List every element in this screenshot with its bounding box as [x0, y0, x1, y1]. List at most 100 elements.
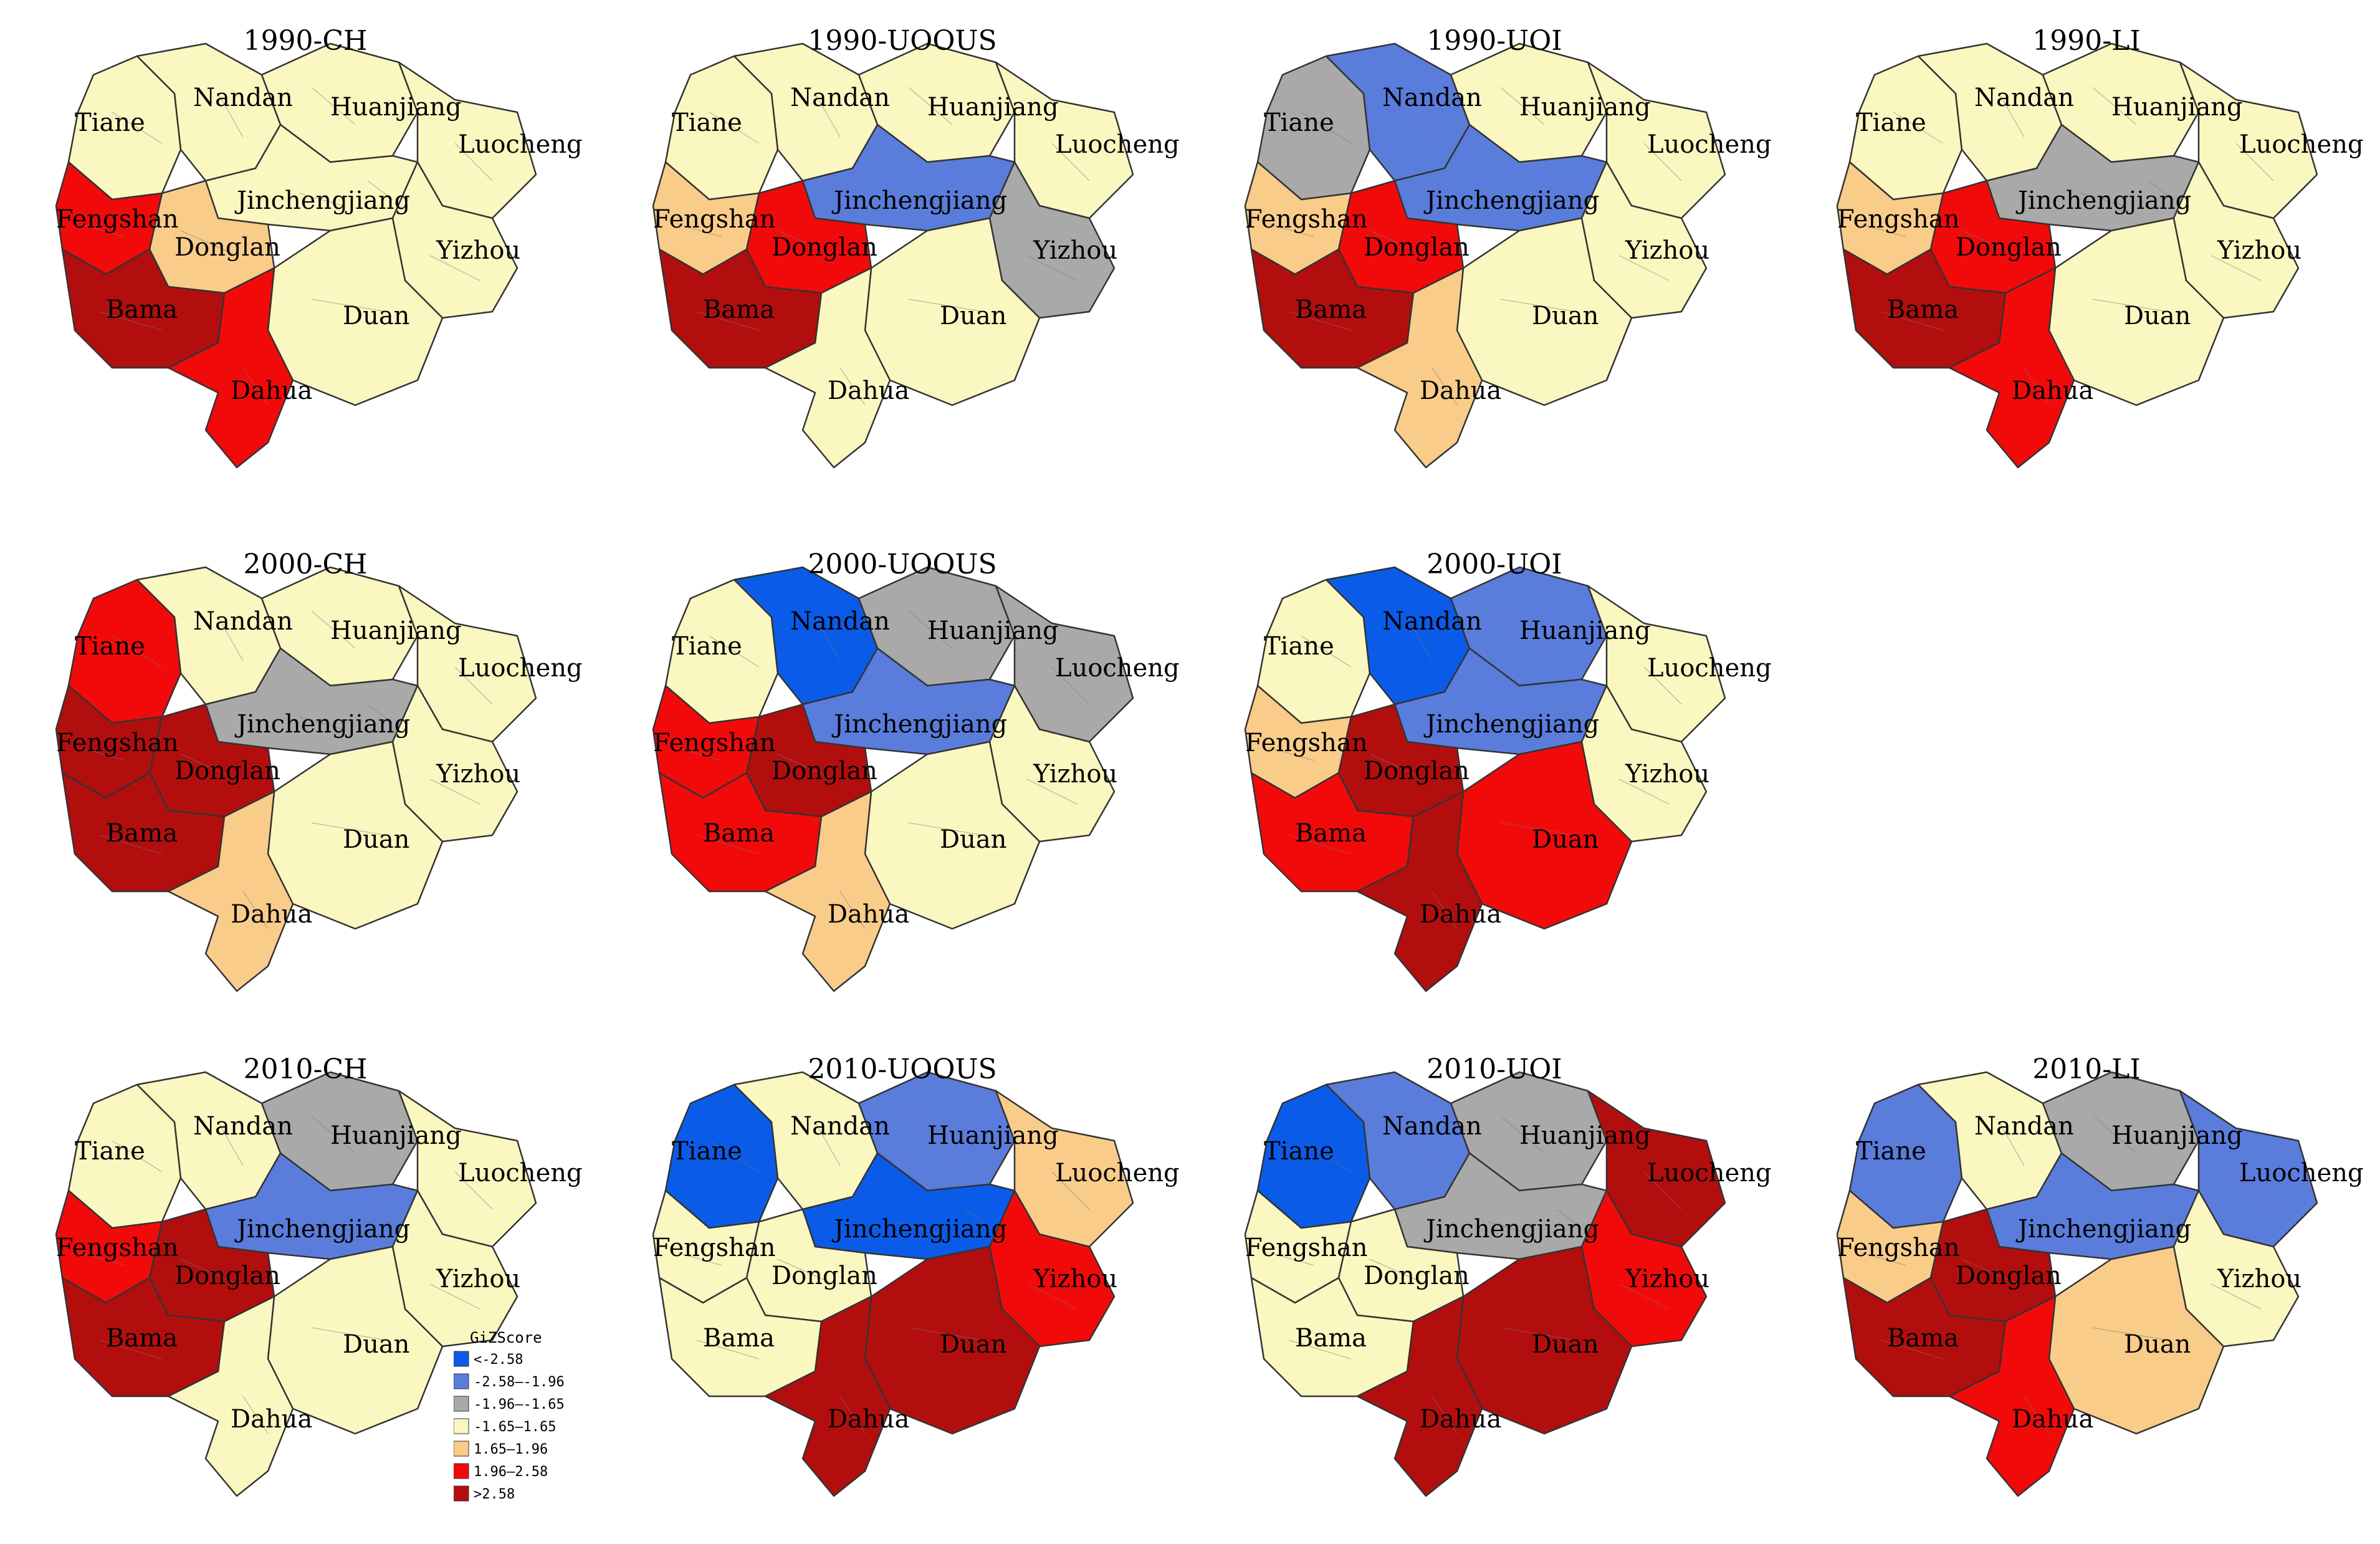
county-label-bama: Bama	[106, 819, 178, 848]
panel-title: 1990-UOOUS	[808, 25, 996, 57]
county-region-dahua	[764, 1295, 891, 1497]
county-label-tiane: Tiane	[1264, 1137, 1334, 1166]
county-label-dahua: Dahua	[1420, 1405, 1501, 1434]
county-label-donglan: Donglan	[772, 233, 877, 262]
county-label-huanjiang: Huanjiang	[927, 93, 1059, 122]
county-label-huanjiang: Huanjiang	[2111, 93, 2243, 122]
county-region-dahua	[1948, 267, 2075, 469]
county-label-nandan: Nandan	[1974, 84, 2074, 112]
map-svg: Tiane Nandan Huanjiang Luocheng Jinchengjian…	[652, 549, 1180, 992]
panel-title: 2010-CH	[244, 1053, 368, 1085]
county-region-dahua	[1356, 1295, 1483, 1497]
county-label-duan: Duan	[343, 1330, 409, 1359]
county-label-dahua: Dahua	[828, 1405, 909, 1434]
county-label-fengshan: Fengshan	[56, 729, 179, 757]
panel-title: 2000-UOI	[1427, 549, 1562, 580]
map-svg: Tiane Nandan Huanjiang Luocheng Jinchengjian…	[652, 25, 1180, 469]
county-label-luocheng: Luocheng	[2239, 1159, 2364, 1187]
county-region-dahua	[167, 1295, 294, 1497]
county-label-yizhou: Yizhou	[436, 760, 520, 789]
map-svg: Tiane Nandan Huanjiang Luocheng Jinchengjian…	[55, 25, 583, 469]
county-label-duan: Duan	[940, 302, 1006, 330]
county-label-duan: Duan	[2124, 302, 2191, 330]
legend-label: -1.65—1.65	[474, 1419, 556, 1435]
legend-swatch	[453, 1373, 469, 1389]
map-svg: Tiane Nandan Huanjiang Luocheng Jinchengjian…	[55, 549, 583, 992]
legend-swatch	[453, 1396, 469, 1412]
map-panel-2000-uoi: Tiane Nandan Huanjiang Luocheng Jinchengjian…	[1195, 536, 1794, 1035]
county-label-luocheng: Luocheng	[458, 130, 583, 159]
county-label-huanjiang: Huanjiang	[1519, 93, 1651, 122]
county-region-dahua	[167, 790, 294, 992]
map-svg: Tiane Nandan Huanjiang Luocheng Jinchengjian…	[55, 1053, 583, 1497]
legend-label: -2.58—-1.96	[474, 1374, 565, 1390]
county-label-donglan: Donglan	[1956, 233, 2062, 262]
map-panel-2010-uoous: Tiane Nandan Huanjiang Luocheng Jinchengjian…	[603, 1041, 1202, 1540]
county-label-jinchengjiang: Jinchengjiang	[2015, 186, 2191, 215]
map-panel-2000-ch: Tiane Nandan Huanjiang Luocheng Jinchengjian…	[6, 536, 605, 1035]
county-label-fengshan: Fengshan	[653, 729, 776, 757]
county-label-dahua: Dahua	[231, 1405, 312, 1434]
county-label-huanjiang: Huanjiang	[2111, 1121, 2243, 1150]
county-label-fengshan: Fengshan	[56, 205, 179, 234]
map-panel-1990-ch: Tiane Nandan Huanjiang Luocheng Jinchengjian…	[6, 12, 605, 511]
county-label-nandan: Nandan	[790, 607, 890, 636]
county-label-luocheng: Luocheng	[1055, 1159, 1180, 1187]
county-label-fengshan: Fengshan	[653, 1234, 776, 1262]
county-label-jinchengjiang: Jinchengjiang	[1423, 186, 1599, 215]
panel-title: 1990-CH	[244, 25, 368, 57]
map-panel-2010-li: Tiane Nandan Huanjiang Luocheng Jinchengjian…	[1787, 1041, 2380, 1540]
county-label-dahua: Dahua	[828, 900, 909, 929]
map-panel-2010-ch: Tiane Nandan Huanjiang Luocheng Jinchengjian…	[6, 1041, 605, 1540]
county-label-dahua: Dahua	[2012, 376, 2093, 405]
legend-label: >2.58	[474, 1487, 515, 1502]
county-label-donglan: Donglan	[1364, 757, 1470, 785]
county-region-dahua	[1356, 267, 1483, 469]
county-label-huanjiang: Huanjiang	[1519, 1121, 1651, 1150]
county-label-tiane: Tiane	[1856, 108, 1926, 137]
county-label-jinchengjiang: Jinchengjiang	[1423, 710, 1599, 739]
county-label-dahua: Dahua	[2012, 1405, 2093, 1434]
county-region-dahua	[167, 267, 294, 469]
county-label-duan: Duan	[343, 302, 409, 330]
county-label-donglan: Donglan	[1364, 1262, 1470, 1290]
county-label-bama: Bama	[703, 1324, 775, 1353]
county-region-dahua	[1356, 790, 1483, 992]
county-label-jinchengjiang: Jinchengjiang	[234, 710, 410, 739]
county-label-nandan: Nandan	[193, 84, 293, 112]
map-panel-2010-uoi: Tiane Nandan Huanjiang Luocheng Jinchengjian…	[1195, 1041, 1794, 1540]
county-label-yizhou: Yizhou	[1033, 236, 1117, 265]
county-label-nandan: Nandan	[790, 84, 890, 112]
county-label-huanjiang: Huanjiang	[330, 1121, 462, 1150]
legend-swatch	[453, 1463, 469, 1479]
map-svg: Tiane Nandan Huanjiang Luocheng Jinchengjian…	[652, 1053, 1180, 1497]
panel-title: 2010-UOOUS	[808, 1053, 996, 1085]
panel-title: 2000-CH	[244, 549, 368, 580]
county-label-nandan: Nandan	[193, 607, 293, 636]
map-svg: Tiane Nandan Huanjiang Luocheng Jinchengjian…	[1244, 1053, 1772, 1497]
county-label-donglan: Donglan	[1956, 1262, 2062, 1290]
county-label-bama: Bama	[106, 1324, 178, 1353]
county-label-donglan: Donglan	[174, 757, 280, 785]
panel-title: 1990-UOI	[1427, 25, 1562, 57]
county-region-dahua	[764, 267, 891, 469]
county-region-dahua	[764, 790, 891, 992]
county-label-duan: Duan	[2124, 1330, 2191, 1359]
county-label-duan: Duan	[1532, 825, 1599, 854]
county-label-jinchengjiang: Jinchengjiang	[1423, 1215, 1599, 1244]
legend-swatch	[453, 1351, 469, 1367]
legend-label: <-2.58	[474, 1352, 523, 1368]
county-label-fengshan: Fengshan	[1837, 205, 1960, 234]
legend-title: GiZScore	[470, 1329, 542, 1346]
county-label-fengshan: Fengshan	[1837, 1234, 1960, 1262]
county-label-nandan: Nandan	[193, 1112, 293, 1141]
county-label-huanjiang: Huanjiang	[330, 93, 462, 122]
county-label-jinchengjiang: Jinchengjiang	[234, 1215, 410, 1244]
legend-label: 1.96—2.58	[474, 1464, 548, 1480]
county-label-nandan: Nandan	[1382, 607, 1482, 636]
county-label-donglan: Donglan	[1364, 233, 1470, 262]
map-panel-2000-uoous: Tiane Nandan Huanjiang Luocheng Jinchengjian…	[603, 536, 1202, 1035]
county-label-dahua: Dahua	[1420, 900, 1501, 929]
legend-swatch	[453, 1485, 469, 1502]
